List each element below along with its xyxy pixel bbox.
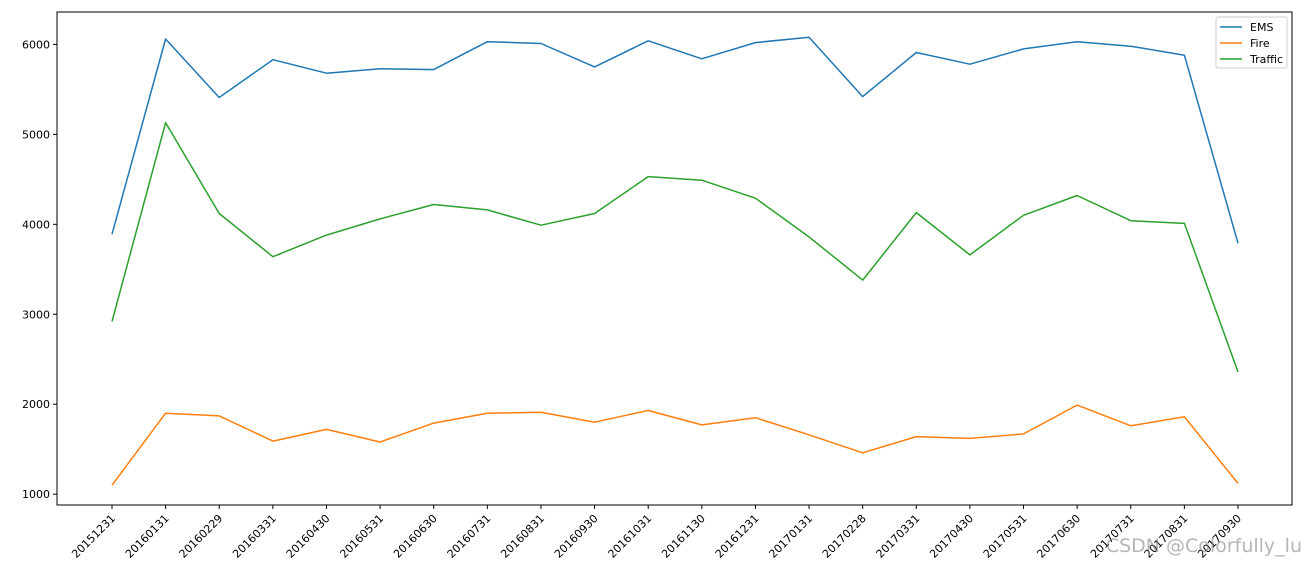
plot-frame	[56, 11, 1293, 506]
series-line-ems	[111, 36, 1239, 244]
legend-label-ems: EMS	[1250, 21, 1273, 34]
x-tick-label: 20160229	[177, 512, 226, 561]
x-tick-label: 20170228	[820, 512, 869, 561]
axis-ticks: 1000 2000 3000 4000 5000 6000 20151231 20160131…	[22, 38, 1244, 560]
x-tick-label: 20170630	[1034, 512, 1083, 561]
x-tick-label: 20160131	[123, 512, 172, 561]
series-line-fire	[111, 404, 1239, 486]
x-tick-label: 20160630	[391, 512, 440, 561]
y-tick-label: 1000	[22, 488, 50, 501]
y-tick-label: 6000	[22, 38, 50, 51]
x-tick-label: 20170131	[766, 512, 815, 561]
x-tick-label: 20151231	[69, 512, 118, 561]
legend-box	[1215, 16, 1288, 69]
x-tick-label: 20160731	[445, 512, 494, 561]
x-tick-label: 20160531	[337, 512, 386, 561]
x-tick-label: 20170331	[874, 512, 923, 561]
series-lines	[111, 36, 1239, 486]
legend: EMS Fire Traffic	[1215, 16, 1288, 69]
legend-label-fire: Fire	[1250, 37, 1270, 50]
x-tick-label: 20161031	[606, 512, 655, 561]
x-tick-label: 20160831	[498, 512, 547, 561]
watermark: CSDN @Colorfully_lu	[1105, 535, 1302, 557]
x-tick-label: 20160331	[230, 512, 279, 561]
axes	[56, 11, 1293, 506]
x-tick-label: 20170430	[927, 512, 976, 561]
y-tick-label: 2000	[22, 398, 50, 411]
x-tick-label: 20160430	[284, 512, 333, 561]
y-tick-label: 4000	[22, 218, 50, 231]
legend-label-traffic: Traffic	[1249, 53, 1283, 66]
x-tick-label: 20161231	[713, 512, 762, 561]
x-tick-label: 20161130	[659, 512, 708, 561]
x-tick-label: 20160930	[552, 512, 601, 561]
y-tick-label: 5000	[22, 128, 50, 141]
y-tick-label: 3000	[22, 308, 50, 321]
x-tick-label: 20170531	[981, 512, 1030, 561]
series-line-traffic	[111, 121, 1239, 373]
